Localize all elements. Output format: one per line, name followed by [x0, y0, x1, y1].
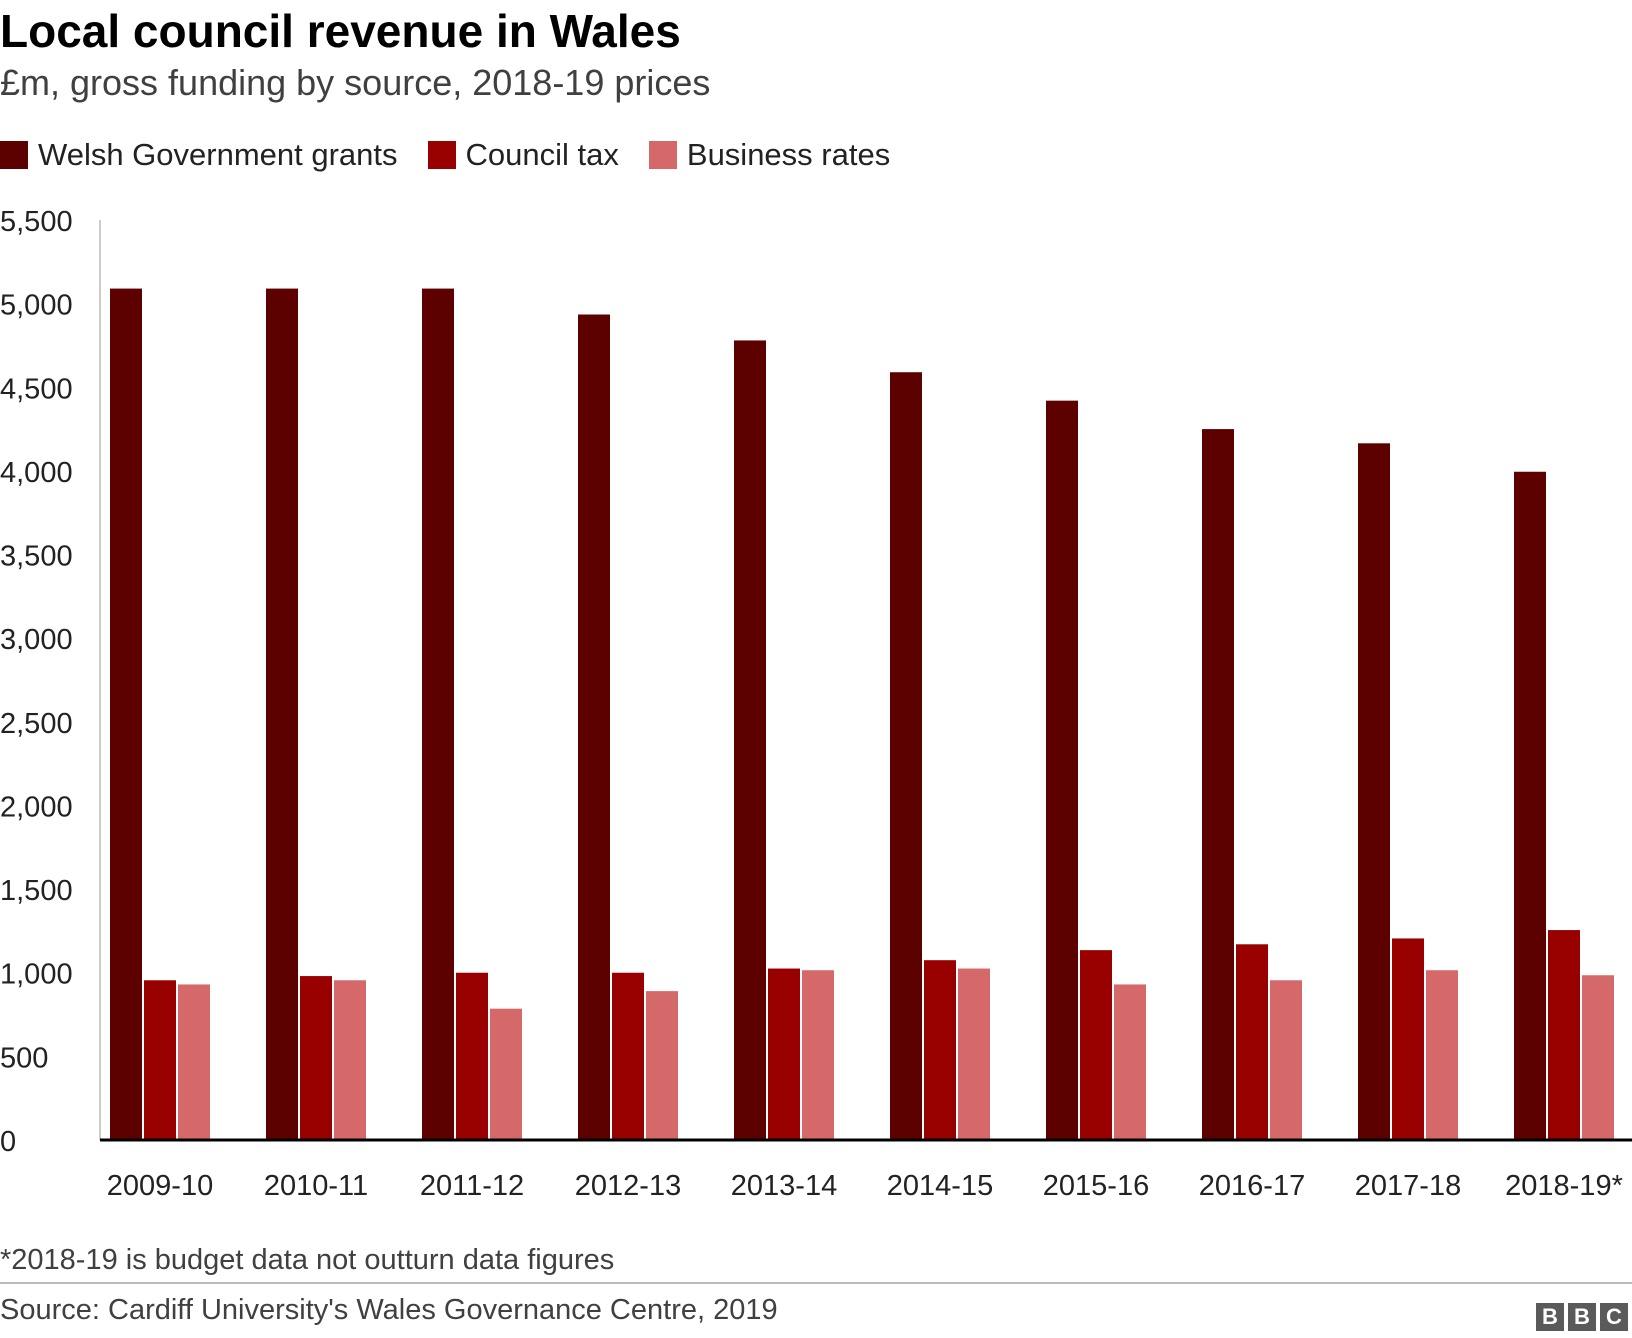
bar	[490, 1008, 522, 1140]
y-tick-label: 5,000	[0, 290, 73, 322]
bar	[768, 968, 800, 1140]
legend-swatch-council-tax	[427, 141, 456, 169]
bar	[578, 314, 610, 1140]
bar	[1358, 443, 1390, 1140]
bar	[334, 980, 366, 1140]
y-tick-label: 500	[0, 1042, 48, 1074]
x-tick-label: 2016-17	[1199, 1170, 1305, 1202]
legend: Welsh Government grants Council tax Busi…	[0, 135, 920, 175]
chart-title: Local council revenue in Wales	[0, 5, 681, 57]
legend-label-council-tax: Council tax	[465, 137, 619, 172]
bar	[1046, 400, 1078, 1140]
bar	[1514, 471, 1546, 1140]
logo-letter: B	[1536, 1303, 1564, 1331]
x-tick-label: 2014-15	[887, 1170, 993, 1202]
bar	[1392, 938, 1424, 1140]
bar	[422, 288, 454, 1141]
legend-label-grants: Welsh Government grants	[38, 137, 398, 172]
bar	[1582, 975, 1614, 1140]
legend-swatch-business-rates	[648, 141, 677, 169]
logo-letter: B	[1568, 1303, 1596, 1331]
bar	[300, 976, 332, 1140]
x-tick-label: 2012-13	[575, 1170, 681, 1202]
x-tick-label: 2017-18	[1355, 1170, 1461, 1202]
x-tick-label: 2009-10	[107, 1170, 213, 1202]
bar	[924, 960, 956, 1140]
bar	[1270, 980, 1302, 1140]
y-tick-label: 5,500	[0, 206, 73, 238]
y-tick-label: 3,000	[0, 624, 73, 656]
bar	[1114, 984, 1146, 1140]
bar	[1426, 970, 1458, 1140]
y-tick-label: 1,000	[0, 959, 73, 991]
logo-letter: C	[1600, 1303, 1628, 1331]
legend-item-grants: Welsh Government grants	[0, 137, 398, 173]
legend-item-council-tax: Council tax	[427, 137, 619, 173]
x-tick-label: 2013-14	[731, 1170, 837, 1202]
bar	[734, 340, 766, 1140]
bar	[266, 288, 298, 1141]
bar	[612, 972, 644, 1140]
bbc-logo: B B C	[1532, 1303, 1628, 1331]
y-tick-label: 3,500	[0, 541, 73, 573]
bar	[890, 372, 922, 1140]
legend-item-business-rates: Business rates	[648, 137, 891, 173]
y-tick-label: 2,500	[0, 708, 73, 740]
bar	[958, 968, 990, 1140]
legend-swatch-grants	[0, 141, 28, 169]
x-tick-label: 2018-19*	[1505, 1170, 1623, 1202]
source-text: Source: Cardiff University's Wales Gover…	[0, 1294, 778, 1326]
bar	[802, 970, 834, 1140]
y-tick-label: 4,000	[0, 457, 73, 489]
bar	[178, 984, 210, 1140]
footnote: *2018-19 is budget data not outturn data…	[0, 1244, 615, 1276]
y-tick-label: 2,000	[0, 791, 73, 823]
x-tick-label: 2011-12	[420, 1170, 524, 1202]
bar	[110, 288, 142, 1141]
y-tick-label: 0	[0, 1126, 16, 1158]
bar	[144, 980, 176, 1140]
y-tick-label: 4,500	[0, 373, 73, 405]
bar	[646, 991, 678, 1140]
x-tick-label: 2015-16	[1043, 1170, 1149, 1202]
bar	[1080, 950, 1112, 1140]
bar	[1236, 944, 1268, 1140]
bar	[1202, 429, 1234, 1140]
legend-label-business-rates: Business rates	[686, 137, 891, 172]
chart-subtitle: £m, gross funding by source, 2018-19 pri…	[0, 62, 711, 103]
footer-divider	[0, 1282, 1632, 1284]
bar-chart: 0 500 1,000 1,500 2,000 2,500 3,000 3,500 4,000 4…	[0, 206, 1632, 1202]
bar	[456, 972, 488, 1140]
x-tick-label: 2010-11	[264, 1170, 368, 1202]
bar	[1548, 930, 1580, 1140]
y-tick-label: 1,500	[0, 875, 73, 907]
